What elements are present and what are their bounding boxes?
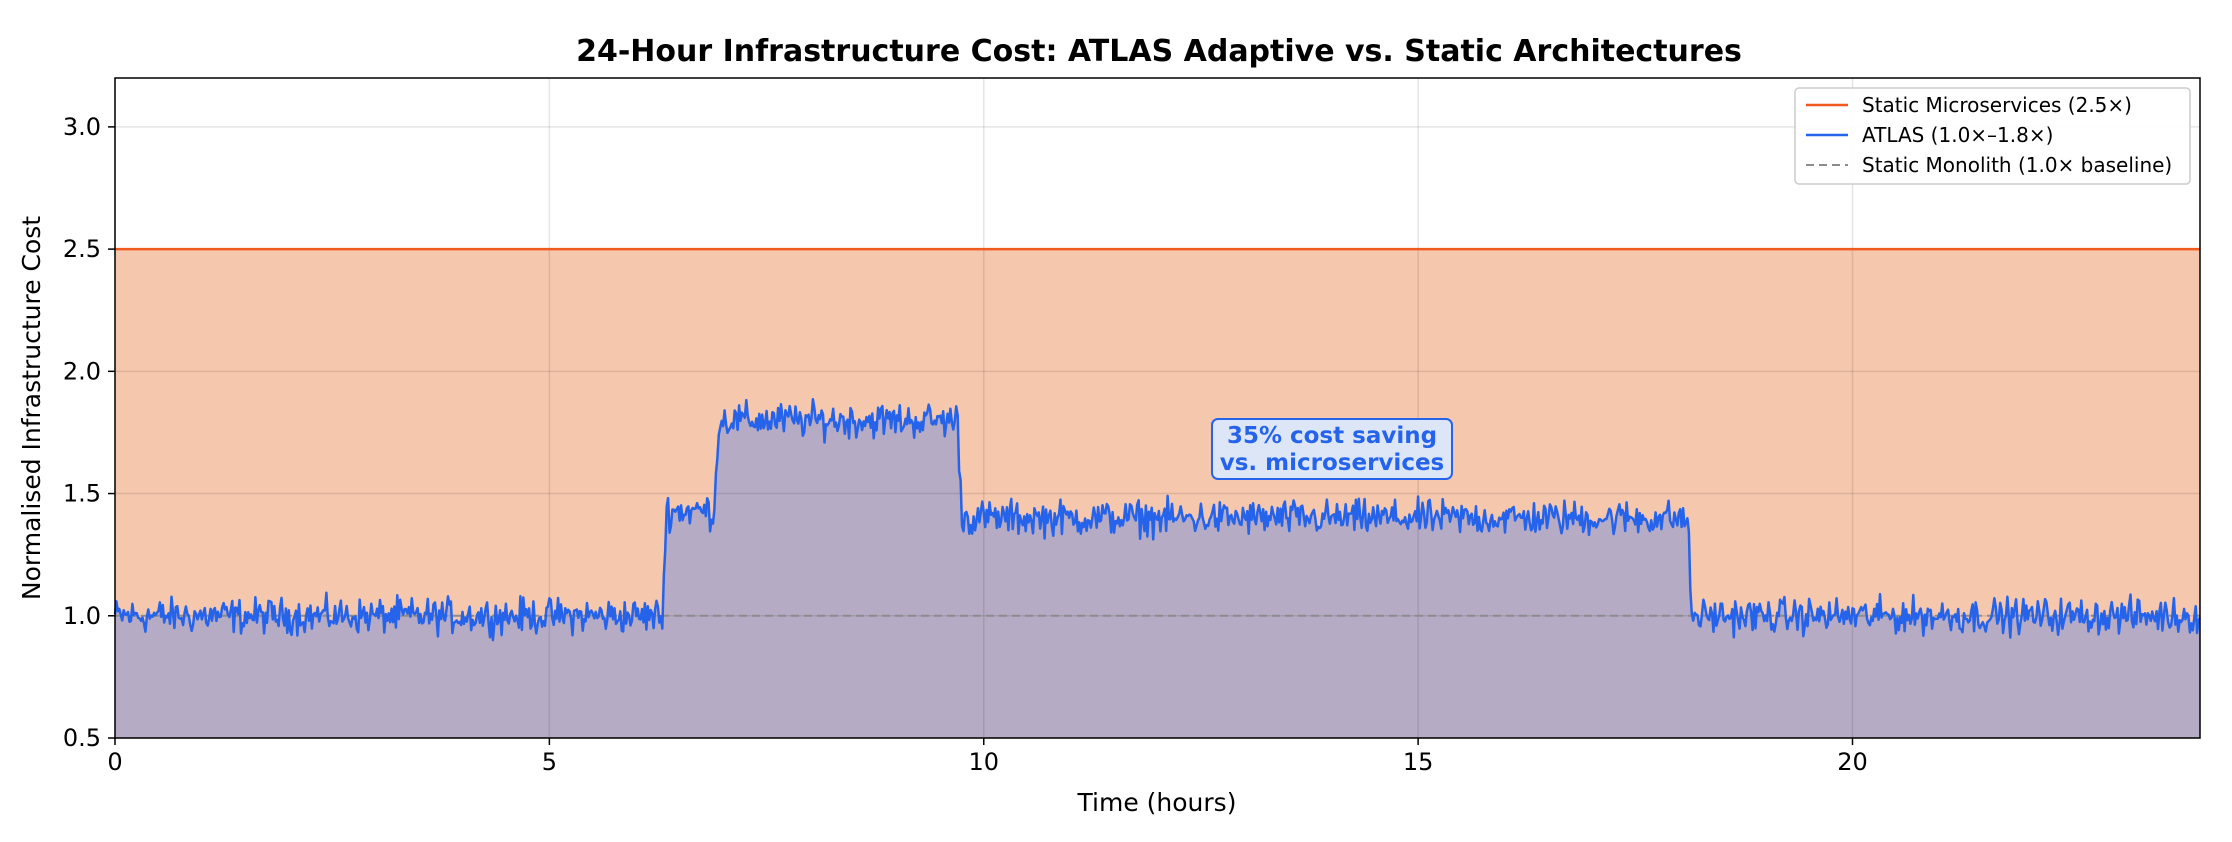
legend: Static Microservices (2.5×) ATLAS (1.0×–…	[1794, 87, 2191, 185]
legend-label-microservices: Static Microservices (2.5×)	[1862, 93, 2132, 117]
y-tick-label: 2.0	[63, 357, 101, 385]
x-tick-label: 0	[107, 748, 122, 776]
x-tick-label: 20	[1837, 748, 1868, 776]
chart-title: 24-Hour Infrastructure Cost: ATLAS Adapt…	[576, 34, 1742, 69]
x-tick-label: 5	[542, 748, 557, 776]
annotation: 35% cost saving vs. microservices	[1211, 418, 1453, 480]
x-axis: 0 5 10 15 20	[107, 738, 1868, 776]
annotation-box	[1211, 418, 1453, 480]
legend-label-monolith: Static Monolith (1.0× baseline)	[1862, 153, 2172, 177]
legend-label-atlas: ATLAS (1.0×–1.8×)	[1862, 123, 2053, 147]
atlas-fill-area	[115, 399, 2200, 738]
x-tick-label: 10	[968, 748, 999, 776]
y-axis-label: Normalised Infrastructure Cost	[17, 216, 46, 600]
legend-box	[1794, 87, 2191, 185]
y-tick-label: 3.0	[63, 113, 101, 141]
annotation-line-2: vs. microservices	[1220, 450, 1445, 476]
atlas-line	[113, 397, 2202, 642]
plot-area	[113, 77, 2202, 739]
x-tick-label: 15	[1403, 748, 1434, 776]
y-axis: 0.5 1.0 1.5 2.0 2.5 3.0	[63, 113, 115, 752]
y-tick-label: 0.5	[63, 724, 101, 752]
y-tick-label: 2.5	[63, 235, 101, 263]
y-tick-label: 1.5	[63, 480, 101, 508]
x-axis-label: Time (hours)	[1077, 788, 1237, 817]
plot-frame	[114, 77, 2201, 739]
y-tick-label: 1.0	[63, 602, 101, 630]
annotation-line-1: 35% cost saving	[1227, 423, 1437, 449]
